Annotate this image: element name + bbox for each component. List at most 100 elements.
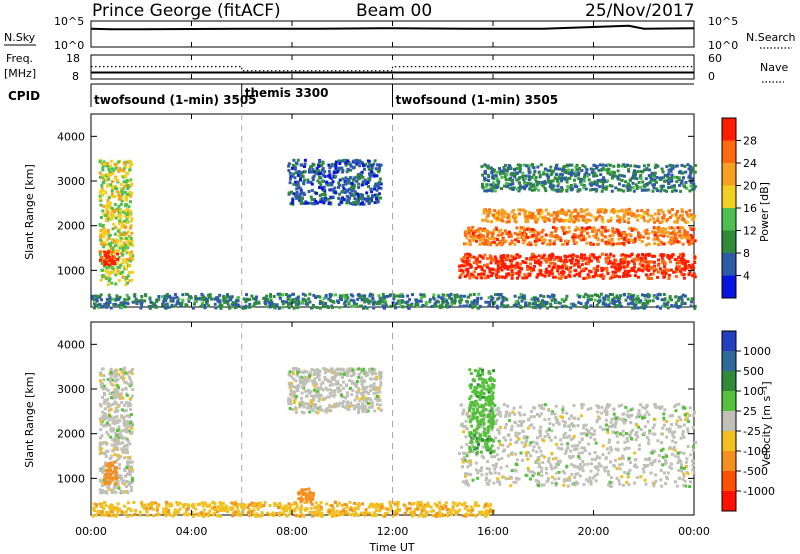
heatmap-cell bbox=[310, 379, 314, 383]
heatmap-cell bbox=[126, 172, 130, 176]
heatmap-cell bbox=[612, 164, 616, 168]
heatmap-cell bbox=[527, 178, 531, 182]
heatmap-cell bbox=[101, 465, 105, 469]
heatmap-cell bbox=[130, 219, 133, 223]
heatmap-cell bbox=[680, 217, 684, 221]
heatmap-cell bbox=[357, 182, 361, 186]
heatmap-cell bbox=[312, 394, 315, 398]
heatmap-cell bbox=[573, 184, 577, 188]
heatmap-cell bbox=[374, 397, 377, 401]
heatmap-cell bbox=[104, 214, 108, 218]
heatmap-cell bbox=[302, 405, 306, 409]
heatmap-cell bbox=[504, 274, 508, 278]
heatmap-cell bbox=[645, 435, 649, 439]
heatmap-cell bbox=[341, 183, 345, 187]
heatmap-cell bbox=[594, 189, 598, 193]
heatmap-cell bbox=[346, 391, 349, 395]
heatmap-cell bbox=[377, 389, 381, 392]
heatmap-cell bbox=[613, 265, 617, 269]
heatmap-cell bbox=[332, 190, 336, 194]
heatmap-cell bbox=[102, 481, 105, 485]
heatmap-cell bbox=[602, 207, 606, 211]
heatmap-cell bbox=[532, 166, 536, 170]
heatmap-cell bbox=[565, 219, 569, 223]
heatmap-cell bbox=[326, 388, 330, 392]
heatmap-cell bbox=[636, 268, 640, 272]
heatmap-cell bbox=[327, 306, 330, 310]
heatmap-cell bbox=[329, 380, 333, 384]
heatmap-cell bbox=[287, 164, 291, 168]
heatmap-cell bbox=[366, 397, 370, 400]
heatmap-cell bbox=[338, 192, 341, 196]
heatmap-cell bbox=[591, 173, 595, 177]
heatmap-cell bbox=[349, 187, 353, 191]
heatmap-cell bbox=[618, 173, 622, 177]
heatmap-cell bbox=[303, 170, 307, 174]
heatmap-cell bbox=[104, 219, 108, 223]
heatmap-cell bbox=[488, 208, 491, 212]
heatmap-cell bbox=[102, 441, 106, 445]
heatmap-cell bbox=[674, 301, 678, 305]
heatmap-cell bbox=[586, 273, 590, 277]
heatmap-cell bbox=[334, 160, 338, 164]
heatmap-cell bbox=[565, 180, 569, 184]
heatmap-cell bbox=[485, 164, 489, 168]
heatmap-cell bbox=[600, 225, 604, 229]
heatmap-cell bbox=[595, 216, 599, 220]
heatmap-cell bbox=[300, 163, 304, 167]
heatmap-cell bbox=[140, 295, 144, 298]
heatmap-cell bbox=[609, 216, 613, 220]
heatmap-cell bbox=[628, 188, 632, 192]
heatmap-cell bbox=[291, 174, 295, 178]
heatmap-cell bbox=[550, 252, 554, 256]
heatmap-cell bbox=[512, 257, 516, 261]
heatmap-cell bbox=[575, 226, 579, 230]
heatmap-cell bbox=[304, 293, 307, 297]
heatmap-cell bbox=[359, 160, 363, 164]
heatmap-cell bbox=[622, 261, 626, 265]
heatmap-cell bbox=[113, 375, 117, 379]
heatmap-cell bbox=[335, 402, 339, 406]
heatmap-cell bbox=[560, 188, 564, 192]
heatmap-cell bbox=[308, 300, 312, 304]
heatmap-cell bbox=[128, 209, 132, 213]
heatmap-cell bbox=[133, 293, 137, 297]
heatmap-cell bbox=[678, 267, 682, 271]
heatmap-cell bbox=[328, 384, 332, 388]
heatmap-cell bbox=[115, 190, 119, 194]
heatmap-cell bbox=[587, 257, 591, 261]
heatmap-cell bbox=[129, 271, 133, 275]
heatmap-cell bbox=[637, 165, 641, 169]
heatmap-cell bbox=[123, 219, 127, 223]
heatmap-cell bbox=[497, 214, 500, 217]
heatmap-cell bbox=[358, 399, 362, 403]
heatmap-cell bbox=[622, 275, 625, 278]
heatmap-cell bbox=[126, 491, 130, 495]
heatmap-cell bbox=[674, 295, 678, 299]
heatmap-cell bbox=[316, 201, 319, 205]
heatmap-cell bbox=[362, 398, 366, 402]
heatmap-cell bbox=[275, 303, 279, 307]
heatmap-cell bbox=[552, 242, 556, 246]
heatmap-cell bbox=[577, 171, 581, 175]
heatmap-cell bbox=[678, 183, 681, 187]
heatmap-cell bbox=[471, 305, 475, 309]
heatmap-cell bbox=[318, 306, 322, 310]
heatmap-cell bbox=[591, 188, 595, 191]
heatmap-cell bbox=[536, 239, 540, 243]
heatmap-cell bbox=[656, 242, 660, 246]
heatmap-cell bbox=[467, 252, 471, 256]
heatmap-cell bbox=[525, 257, 529, 261]
heatmap-cell bbox=[588, 269, 592, 273]
heatmap-cell bbox=[110, 396, 113, 400]
heatmap-cell bbox=[656, 164, 660, 168]
heatmap-cell bbox=[370, 405, 374, 409]
heatmap-cell bbox=[570, 259, 574, 263]
heatmap-cell bbox=[543, 258, 547, 262]
heatmap-cell bbox=[371, 296, 375, 300]
heatmap-cell bbox=[476, 265, 480, 269]
heatmap-cell bbox=[682, 258, 686, 262]
heatmap-cell bbox=[117, 372, 121, 376]
heatmap-cell bbox=[556, 269, 560, 273]
heatmap-cell bbox=[353, 176, 357, 180]
